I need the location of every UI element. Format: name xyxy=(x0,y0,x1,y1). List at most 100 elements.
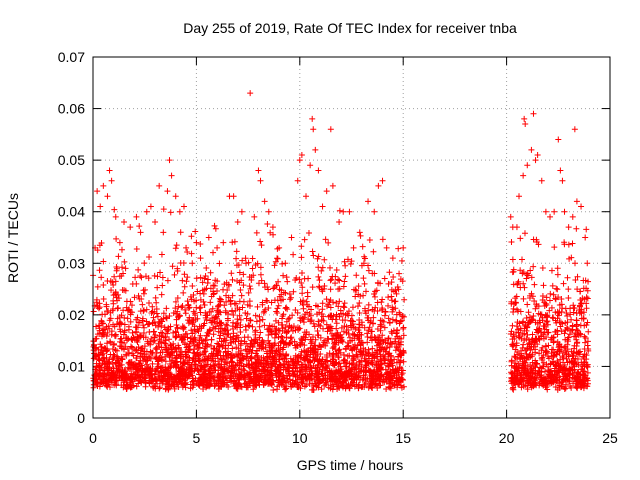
data-point xyxy=(533,360,540,367)
data-point xyxy=(284,278,291,285)
data-point xyxy=(295,384,302,391)
data-point xyxy=(160,315,167,322)
data-point xyxy=(170,381,177,388)
data-point xyxy=(529,353,536,360)
data-point xyxy=(197,309,204,316)
data-point xyxy=(222,342,229,349)
data-point xyxy=(176,313,183,320)
data-point xyxy=(122,351,129,358)
data-point xyxy=(525,309,532,316)
data-point xyxy=(512,376,519,383)
data-point xyxy=(107,339,114,346)
data-point xyxy=(252,262,259,269)
data-point xyxy=(395,369,402,376)
data-point xyxy=(180,353,187,360)
data-point xyxy=(335,347,342,354)
data-point xyxy=(109,346,116,353)
data-point xyxy=(569,352,576,359)
data-point xyxy=(190,292,197,299)
data-point xyxy=(124,307,131,314)
data-point xyxy=(93,296,100,303)
data-point xyxy=(557,323,564,330)
data-point xyxy=(109,279,116,286)
data-point xyxy=(554,265,561,272)
data-point xyxy=(517,378,524,385)
data-point xyxy=(280,339,287,346)
data-point xyxy=(123,375,130,382)
data-point xyxy=(353,272,360,279)
data-point xyxy=(229,276,236,283)
data-point xyxy=(343,363,350,370)
data-point xyxy=(252,362,259,369)
data-point xyxy=(264,369,271,376)
data-point xyxy=(544,329,551,336)
data-point xyxy=(514,281,521,288)
data-point xyxy=(508,362,515,369)
data-point xyxy=(569,213,576,220)
data-point xyxy=(386,361,393,368)
data-point xyxy=(330,312,337,319)
data-point xyxy=(160,206,167,213)
data-point xyxy=(370,314,377,321)
data-point xyxy=(100,182,107,189)
data-point xyxy=(248,355,255,362)
data-point xyxy=(357,348,364,355)
data-point xyxy=(310,386,317,393)
data-point xyxy=(152,383,159,390)
data-point xyxy=(326,299,333,306)
data-point xyxy=(113,263,120,270)
data-point xyxy=(291,371,298,378)
data-point xyxy=(214,288,221,295)
data-point xyxy=(537,372,544,379)
data-point xyxy=(95,305,102,312)
data-point xyxy=(133,245,140,252)
data-point xyxy=(302,363,309,370)
data-point xyxy=(113,347,120,354)
data-point xyxy=(204,343,211,350)
data-point xyxy=(564,274,571,281)
data-point xyxy=(154,313,161,320)
data-point xyxy=(160,378,167,385)
data-point xyxy=(154,346,161,353)
data-point xyxy=(556,350,563,357)
data-point xyxy=(330,332,337,339)
data-point xyxy=(398,257,405,264)
data-point xyxy=(315,318,322,325)
data-point xyxy=(269,224,276,231)
data-point xyxy=(563,324,570,331)
data-point xyxy=(398,367,405,374)
data-point xyxy=(318,317,325,324)
data-point xyxy=(304,289,311,296)
data-point xyxy=(299,337,306,343)
data-point xyxy=(149,303,156,310)
data-point xyxy=(215,325,222,332)
data-point xyxy=(216,260,223,267)
data-point xyxy=(300,297,307,304)
data-point xyxy=(559,177,566,184)
data-point xyxy=(362,358,369,365)
data-point xyxy=(301,329,308,336)
data-point xyxy=(540,323,547,330)
data-point xyxy=(345,339,352,346)
data-point xyxy=(266,328,273,335)
data-point xyxy=(562,385,569,392)
data-point xyxy=(558,295,565,302)
data-point xyxy=(529,293,536,300)
x-tick-label: 5 xyxy=(193,430,201,446)
data-point xyxy=(336,207,343,214)
data-point xyxy=(322,236,329,243)
data-point xyxy=(201,370,208,377)
data-point xyxy=(193,275,200,282)
data-point xyxy=(275,369,282,376)
data-point xyxy=(174,358,181,365)
data-point xyxy=(319,377,326,384)
data-point xyxy=(508,380,515,387)
data-point xyxy=(153,368,160,375)
data-point xyxy=(246,322,253,329)
y-tick-label: 0.03 xyxy=(58,255,85,271)
data-point xyxy=(368,328,375,335)
data-point xyxy=(387,339,394,346)
data-point xyxy=(318,386,325,393)
data-point xyxy=(309,338,316,345)
data-point xyxy=(114,315,121,322)
